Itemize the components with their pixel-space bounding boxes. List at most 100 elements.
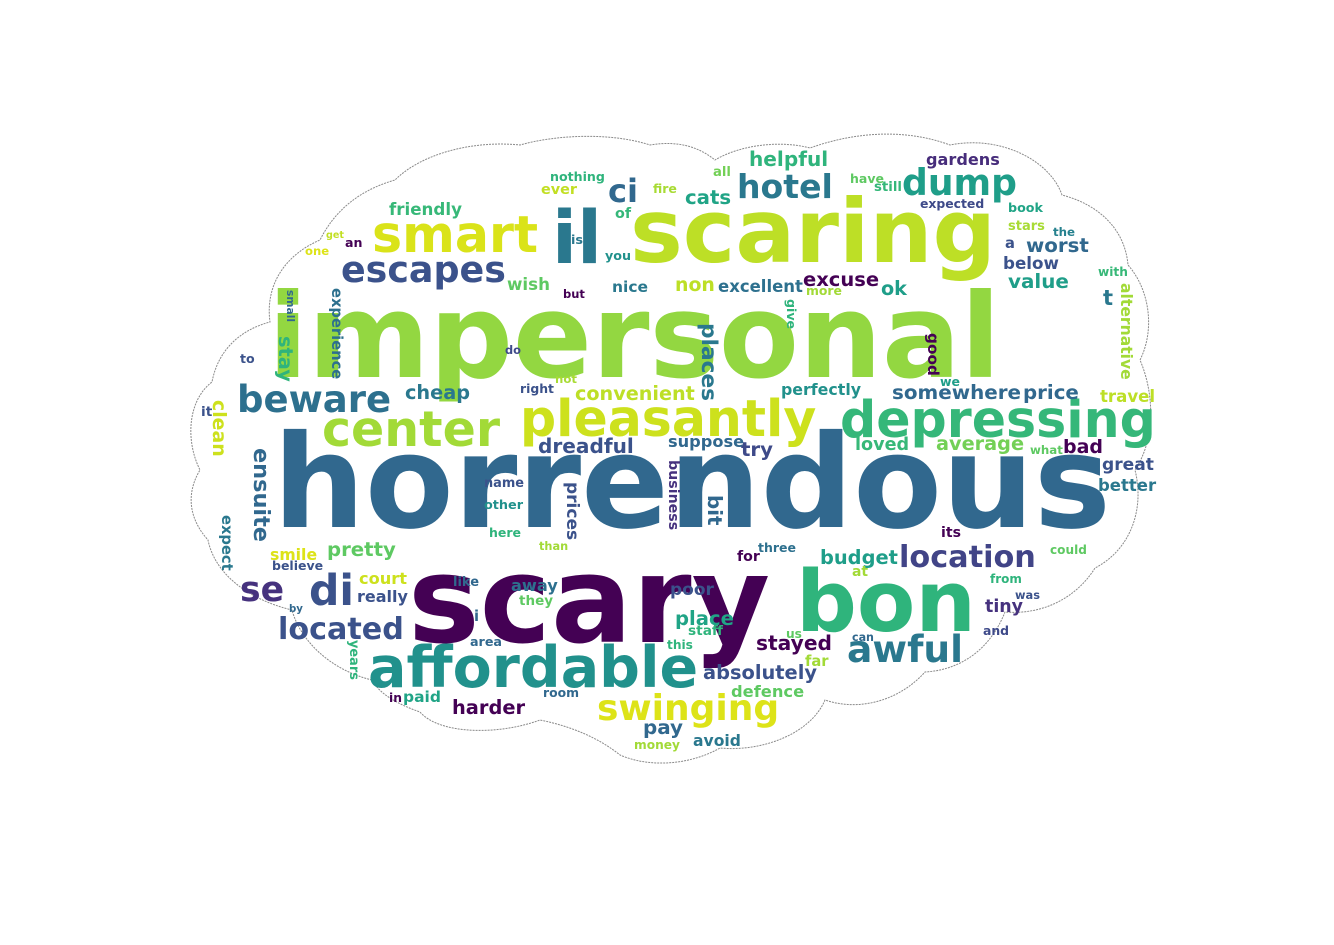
word-absolutely: absolutely <box>703 661 817 685</box>
word-somewhere: somewhere <box>892 380 1022 404</box>
word-tiny: tiny <box>985 597 1023 618</box>
word-years: years <box>346 640 361 680</box>
word-awful: awful <box>847 627 964 672</box>
word-places: places <box>696 323 721 402</box>
word-ever: ever <box>541 182 577 199</box>
word-other: other <box>484 497 524 513</box>
word-smile: smile <box>270 544 318 564</box>
word-room: room <box>543 684 580 700</box>
word-t: t <box>1103 285 1114 310</box>
word-you: you <box>605 248 632 264</box>
word-bit: bit <box>703 495 726 526</box>
word-it: it <box>201 403 213 420</box>
word-price: price <box>1023 380 1079 404</box>
word-travel: travel <box>1100 386 1156 406</box>
word-se: se <box>240 569 285 610</box>
word-ensuite: ensuite <box>248 448 274 542</box>
word-avoid: avoid <box>693 732 741 751</box>
word-pretty: pretty <box>327 538 396 562</box>
word-can: can <box>852 630 874 644</box>
word-defence: defence <box>731 681 805 701</box>
word-they: they <box>519 593 554 610</box>
word-with: with <box>1098 264 1128 279</box>
word-dump: dump <box>902 161 1017 204</box>
word-smart: smart <box>372 205 539 265</box>
word-nothing: nothing <box>550 168 605 184</box>
word-give: give <box>784 299 799 330</box>
word-three: three <box>758 539 796 555</box>
word-ok: ok <box>881 277 907 301</box>
word-but: but <box>563 286 585 301</box>
word-center: center <box>322 401 500 459</box>
word-scary: scary <box>408 530 771 671</box>
word-stayed: stayed <box>756 630 832 655</box>
word-one: one <box>305 243 330 258</box>
word-court: court <box>359 569 407 589</box>
word-like: like <box>453 574 480 590</box>
word-pay: pay <box>643 716 684 740</box>
word-escapes: escapes <box>341 247 506 291</box>
word-stay: stay <box>274 336 297 382</box>
word-all: all <box>713 165 731 181</box>
word-harder: harder <box>452 696 526 720</box>
word-depressing: depressing <box>840 390 1156 450</box>
word-try: try <box>741 438 773 462</box>
word-we: we <box>940 374 961 390</box>
word-believe: believe <box>272 557 324 573</box>
word-an: an <box>345 234 363 250</box>
word-horrendous: horrendous <box>273 407 1111 558</box>
word-excellent: excellent <box>718 277 803 297</box>
word-affordable: affordable <box>368 634 699 701</box>
word-average: average <box>936 432 1025 456</box>
word-perfectly: perfectly <box>781 379 862 399</box>
word-nice: nice <box>612 277 649 296</box>
word-still: still <box>874 180 902 196</box>
word-is: is <box>571 232 584 248</box>
word-great: great <box>1102 455 1154 476</box>
word-away: away <box>511 575 558 595</box>
word-non: non <box>675 274 715 297</box>
word-impersonal: impersonal <box>268 270 1001 406</box>
word-dreadful: dreadful <box>538 433 634 458</box>
word-loved: loved <box>855 434 910 455</box>
word-scaring: scaring <box>630 179 996 283</box>
word-expected: expected <box>920 195 985 211</box>
word-clean: clean <box>208 400 230 457</box>
word-more: more <box>806 282 842 298</box>
word-below: below <box>1003 253 1059 274</box>
word-stars: stars <box>1008 218 1045 234</box>
word-staff: staff <box>688 622 724 639</box>
word-fire: fire <box>653 180 677 196</box>
word-bon: bon <box>796 552 976 652</box>
word-from: from <box>990 572 1022 587</box>
word-experience: experience <box>328 288 345 380</box>
word-budget: budget <box>820 545 898 569</box>
word-in: in <box>389 691 402 706</box>
word-name: name <box>484 475 525 491</box>
word-could: could <box>1050 542 1087 557</box>
word-at: at <box>852 564 869 581</box>
word-worst: worst <box>1026 234 1089 258</box>
word-here: here <box>489 524 522 540</box>
word-location: location <box>899 539 1036 575</box>
word-wish: wish <box>507 273 550 294</box>
word-alternative: alternative <box>1117 283 1135 380</box>
word-than: than <box>539 540 569 554</box>
word-the: the <box>1053 224 1076 239</box>
word-money: money <box>634 737 680 752</box>
word-have: have <box>850 170 884 186</box>
word-expect: expect <box>218 515 235 571</box>
word-convenient: convenient <box>575 382 695 406</box>
word-di: di <box>309 566 354 616</box>
word-located: located <box>278 611 404 647</box>
word-suppose: suppose <box>668 432 745 452</box>
word-and: and <box>983 622 1010 638</box>
word-paid: paid <box>403 687 441 706</box>
word-value: value <box>1008 270 1069 294</box>
word-ci: ci <box>608 171 639 210</box>
word-far: far <box>805 652 829 670</box>
word-cats: cats <box>685 185 732 209</box>
word-area: area <box>470 633 502 649</box>
